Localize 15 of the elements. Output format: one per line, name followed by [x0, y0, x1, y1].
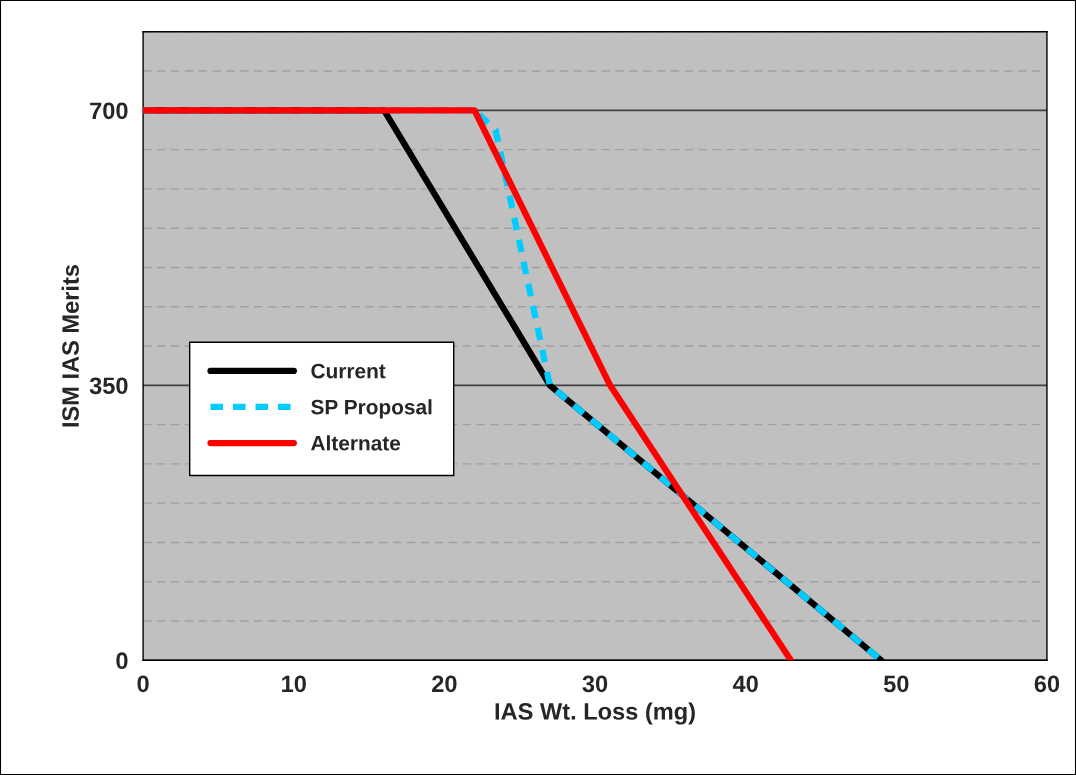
x-axis-title: IAS Wt. Loss (mg): [495, 702, 695, 725]
y-axis-title: ISM IAS Merits: [61, 265, 79, 427]
x-tick-label: 0: [137, 675, 149, 693]
legend-label: Alternate: [311, 435, 401, 451]
x-tick-label: 60: [1034, 675, 1060, 693]
x-tick-label: 40: [732, 675, 758, 693]
y-tick-label: 350: [89, 377, 128, 395]
legend-label: Current: [311, 363, 386, 379]
x-tick-label: 20: [432, 675, 457, 693]
x-tick-label: 50: [883, 675, 909, 693]
x-tick-label: 10: [282, 675, 306, 693]
y-tick-label: 0: [116, 652, 128, 670]
x-tick-label: 30: [582, 675, 608, 693]
legend-label: SP Proposal: [311, 399, 432, 419]
y-tick-label: 700: [90, 102, 128, 120]
